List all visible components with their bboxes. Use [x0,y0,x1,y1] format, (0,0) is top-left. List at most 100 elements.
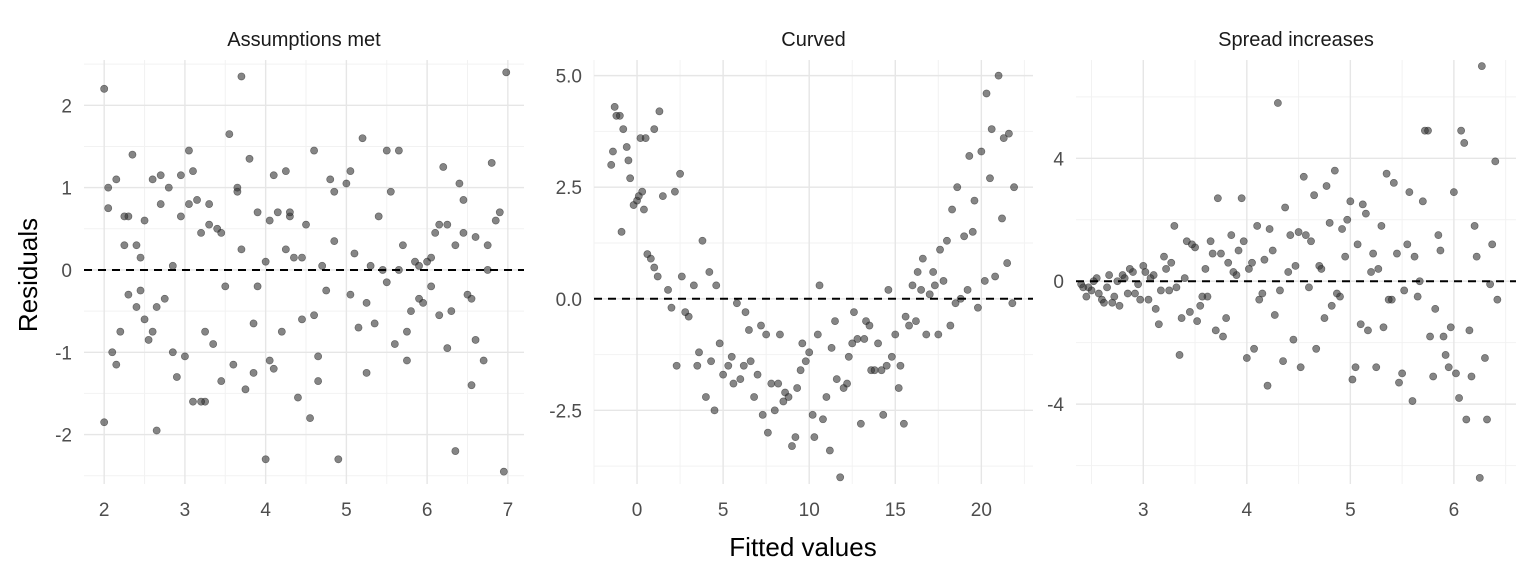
data-point [724,361,733,370]
data-point [1162,265,1170,273]
data-point [1239,237,1248,246]
data-point [1105,271,1114,279]
data-point [732,299,741,308]
data-point [1467,372,1476,381]
data-point [1123,289,1132,298]
data-point [667,303,676,312]
data-point [970,196,979,205]
data-point [980,277,989,285]
data-point [499,467,508,476]
x-tick-label: 5 [1345,500,1356,521]
data-point [217,228,226,237]
data-point [843,379,851,388]
data-point [1253,222,1262,230]
data-point [1470,222,1479,230]
data-point [1346,197,1355,206]
data-point [197,397,205,406]
data-point [104,204,113,213]
data-point [757,321,765,330]
data-point [290,253,298,262]
data-point [1244,265,1253,273]
y-tick-label: 5.0 [556,67,582,88]
data-point [269,364,278,373]
data-point [953,183,962,192]
data-point [948,205,956,214]
x-tick-label: 5 [341,500,352,521]
data-point [987,125,996,134]
data-point [205,220,214,229]
data-point [168,261,177,270]
data-point [977,147,986,156]
data-point [1477,62,1486,71]
data-point [946,321,955,330]
data-point [798,339,807,348]
data-point [882,361,891,370]
data-point [693,361,702,370]
data-point [664,285,672,294]
data-point [261,257,270,266]
data-point [269,171,278,180]
data-point [715,339,724,348]
data-point [217,377,226,385]
data-point [1367,268,1375,276]
data-point [1434,231,1443,240]
data-point [998,214,1006,223]
data-point [370,319,379,328]
data-point [156,200,165,208]
data-point [281,167,290,176]
data-point [318,261,327,270]
data-point [968,227,977,236]
data-point [302,220,310,229]
data-point [1154,320,1163,329]
data-point [1003,259,1012,267]
data-point [1364,326,1372,335]
data-point [750,393,759,401]
data-point [901,312,910,321]
data-point [822,393,831,401]
data-point [390,340,399,348]
data-point [112,175,121,184]
y-tick-label: 0 [1053,272,1064,293]
data-point [1322,182,1331,190]
data-point [1420,126,1429,135]
data-point [810,433,819,442]
data-point [650,263,659,272]
data-point [815,281,824,290]
data-point [160,294,169,303]
x-tick-label: 4 [1242,500,1253,521]
data-point [736,375,745,384]
data-point [1455,394,1463,402]
data-point [1472,252,1481,261]
data-point [805,348,814,357]
data-point [1431,304,1440,313]
data-point [1382,169,1391,178]
data-point [1224,258,1233,267]
data-point [913,268,922,276]
data-point [1260,255,1269,264]
data-point [350,249,359,258]
data-point [1268,246,1277,255]
data-point [100,418,109,427]
data-point [185,200,193,208]
data-point [813,330,822,339]
data-point [354,323,363,332]
data-point [1393,249,1401,258]
data-point [641,134,650,143]
data-point [253,282,262,291]
data-point [1452,369,1460,378]
data-point [617,227,626,236]
data-point [1358,200,1367,209]
data-point [306,414,314,423]
data-point [1395,378,1403,387]
x-tick-label: 2 [99,500,110,521]
data-point [922,330,931,339]
data-point [128,150,137,159]
data-point [774,379,783,388]
data-point [205,200,214,208]
data-point [1338,225,1346,233]
data-point [908,281,917,290]
facet-title: Spread increases [1218,29,1374,51]
data-point [1222,314,1231,322]
data-point [1410,252,1419,261]
data-point [1270,311,1279,319]
